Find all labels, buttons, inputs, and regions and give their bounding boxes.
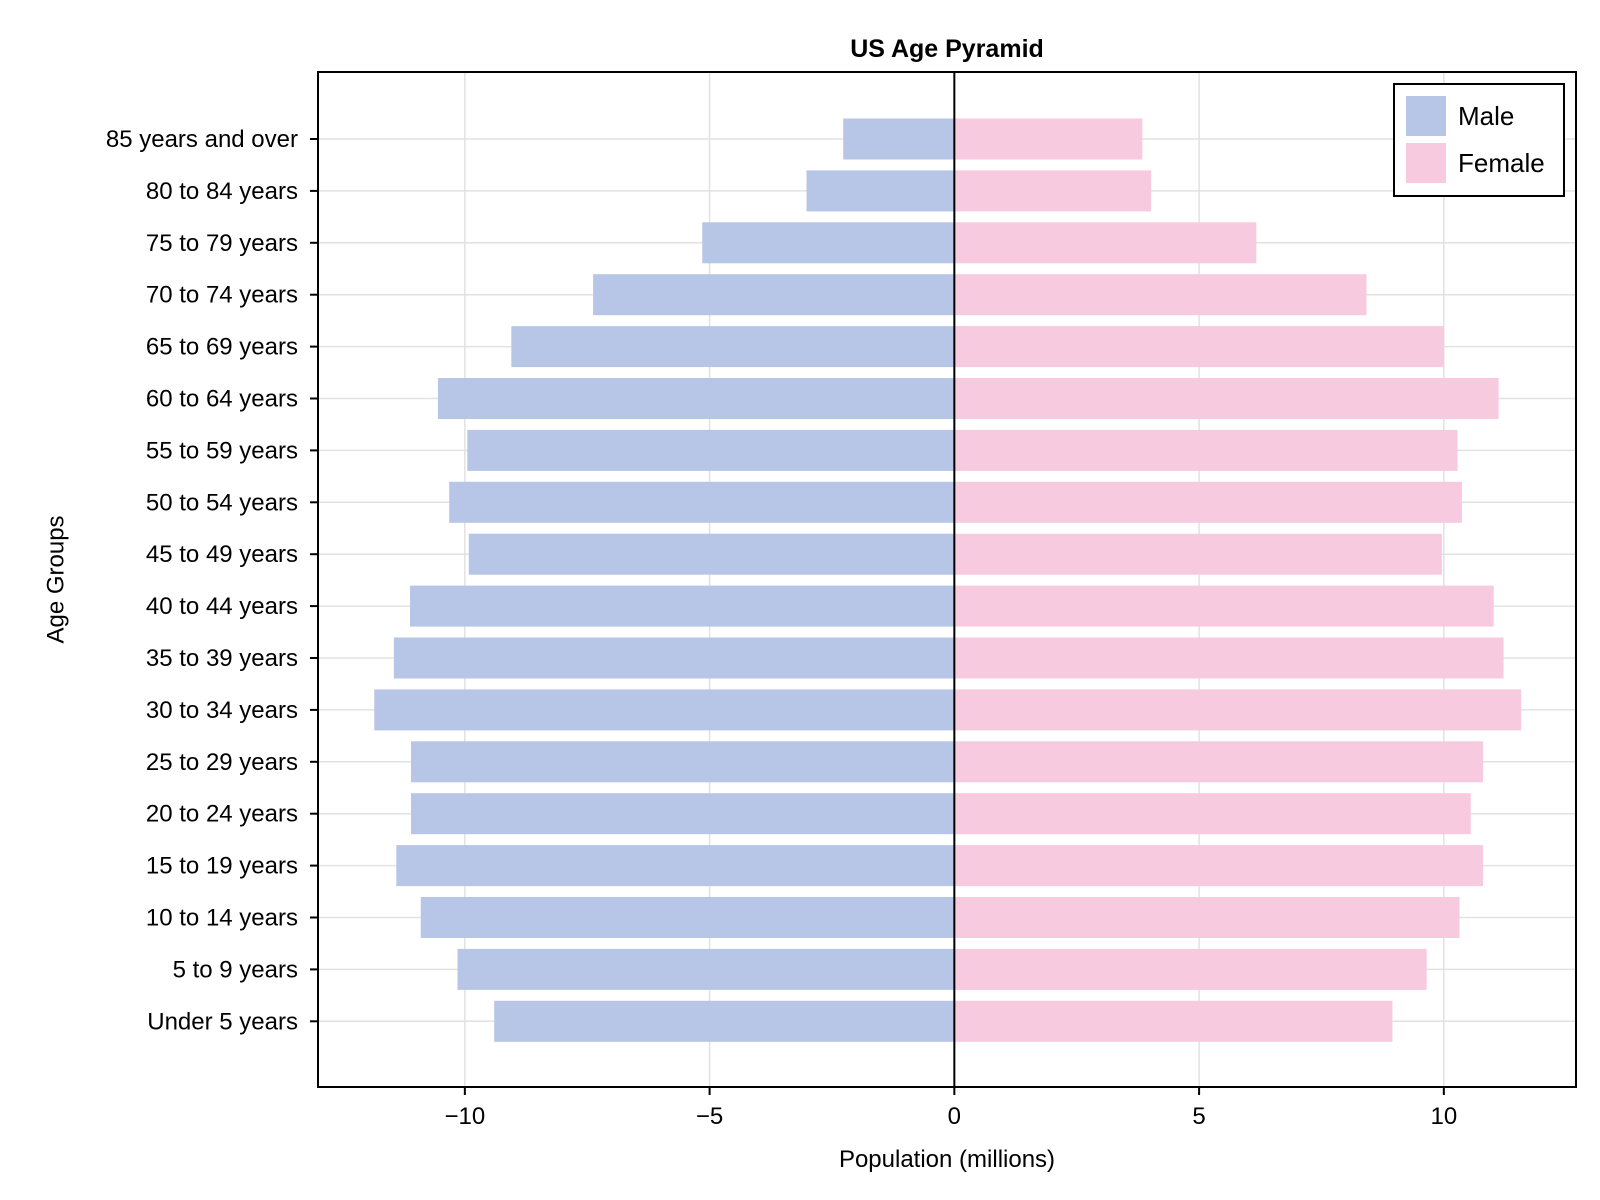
y-tick-label-8: 40 to 44 years (146, 593, 298, 620)
y-tick-label-17: 85 years and over (106, 126, 298, 153)
bar-female-6 (954, 689, 1522, 731)
bar-male-4 (411, 793, 955, 835)
bar-female-11 (954, 429, 1458, 471)
y-axis: Under 5 years 5 to 9 years 10 to 14 years 1… (106, 126, 318, 1035)
bar-female-7 (954, 637, 1504, 679)
bar-female-3 (954, 845, 1483, 887)
chart-title: US Age Pyramid (850, 35, 1044, 63)
bar-female-10 (954, 481, 1462, 523)
bar-female-9 (954, 533, 1442, 575)
bar-male-10 (449, 481, 955, 523)
bar-female-15 (954, 222, 1257, 264)
y-tick-label-1: 5 to 9 years (173, 956, 298, 983)
y-tick-label-3: 15 to 19 years (146, 853, 298, 880)
bar-female-16 (954, 170, 1152, 212)
bar-male-15 (702, 222, 955, 264)
bar-male-7 (393, 637, 955, 679)
bar-male-17 (843, 118, 955, 160)
bar-male-16 (806, 170, 955, 212)
x-axis-label: Population (millions) (839, 1146, 1055, 1173)
bar-male-13 (511, 326, 955, 368)
x-tick-label-3: 5 (1192, 1103, 1205, 1130)
y-tick-label-11: 55 to 59 years (146, 437, 298, 464)
y-tick-label-15: 75 to 79 years (146, 230, 298, 257)
y-tick-label-7: 35 to 39 years (146, 645, 298, 672)
bar-male-2 (420, 897, 955, 938)
x-tick-label-0: −10 (444, 1103, 485, 1130)
legend-swatch-female (1406, 143, 1446, 183)
bar-female-12 (954, 378, 1499, 419)
x-tick-label-4: 10 (1430, 1103, 1457, 1130)
y-tick-label-9: 45 to 49 years (146, 541, 298, 568)
bars (374, 118, 1522, 1042)
legend-label-female: Female (1458, 148, 1545, 178)
bar-female-14 (954, 274, 1367, 316)
legend-label-male: Male (1458, 101, 1514, 131)
bar-female-1 (954, 948, 1427, 990)
bar-male-8 (410, 585, 955, 627)
y-tick-label-6: 30 to 34 years (146, 697, 298, 724)
x-tick-label-2: 0 (948, 1103, 961, 1130)
y-tick-label-12: 60 to 64 years (146, 386, 298, 413)
y-axis-label: Age Groups (42, 515, 69, 643)
y-tick-label-13: 65 to 69 years (146, 334, 298, 361)
bar-male-12 (437, 378, 955, 419)
y-tick-label-0: Under 5 years (147, 1008, 298, 1035)
legend: Male Female (1393, 83, 1565, 197)
bar-female-0 (954, 1000, 1393, 1042)
bar-male-1 (457, 948, 955, 990)
bar-female-8 (954, 585, 1494, 627)
y-tick-label-4: 20 to 24 years (146, 801, 298, 828)
x-axis: −10 −5 0 5 10 (444, 1087, 1457, 1130)
bar-female-4 (954, 793, 1471, 835)
y-tick-label-10: 50 to 54 years (146, 489, 298, 516)
y-tick-label-14: 70 to 74 years (146, 282, 298, 309)
bar-female-13 (954, 326, 1444, 368)
bar-male-6 (374, 689, 955, 731)
bar-male-0 (494, 1000, 955, 1042)
bar-male-9 (468, 533, 955, 575)
bar-female-2 (954, 897, 1460, 938)
x-tick-label-1: −5 (696, 1103, 723, 1130)
bar-male-11 (467, 429, 955, 471)
bar-female-5 (954, 741, 1483, 783)
y-tick-label-16: 80 to 84 years (146, 178, 298, 205)
legend-swatch-male (1406, 96, 1446, 136)
plot-frame (317, 71, 1577, 1088)
y-tick-label-2: 10 to 14 years (146, 905, 298, 932)
bar-male-5 (411, 741, 955, 783)
bar-female-17 (954, 118, 1143, 160)
bar-male-3 (396, 845, 955, 887)
y-tick-label-5: 25 to 29 years (146, 749, 298, 776)
bar-male-14 (593, 274, 955, 316)
